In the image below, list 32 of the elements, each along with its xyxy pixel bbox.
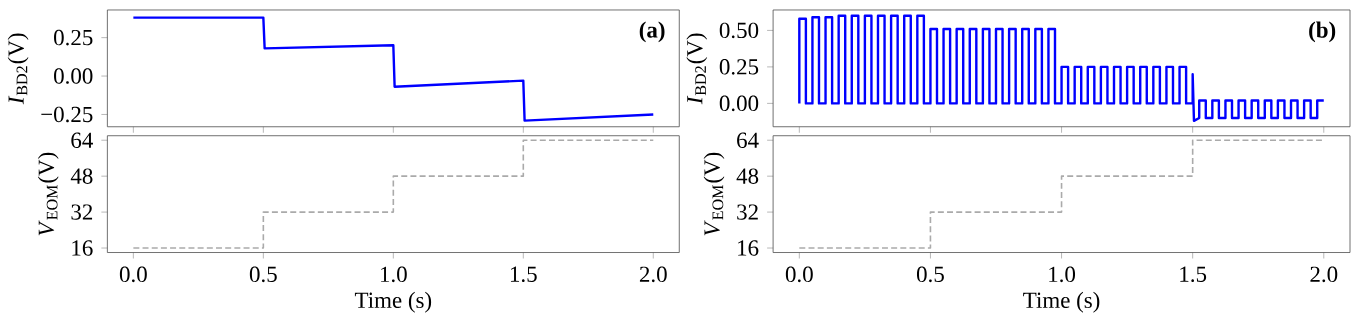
x-tick-label: 1.5 — [510, 266, 537, 282]
x-axis-title: Time (s) — [354, 291, 432, 313]
x-tick-label: 2.0 — [639, 266, 667, 282]
y-tick-label: 0.25 — [719, 58, 759, 75]
x-tick-label: 1.0 — [380, 266, 407, 282]
y-tick-label: 16 — [738, 240, 759, 256]
y-tick-label: 0.25 — [54, 29, 93, 46]
y-axis-title: V$_{EOM}$(V) — [703, 152, 725, 236]
x-tick-label: 0.0 — [785, 266, 813, 282]
x-axis-title: Time (s) — [1023, 291, 1100, 313]
y-tick-label: 0.00 — [54, 68, 93, 84]
y-tick-label: −0.25 — [41, 106, 93, 123]
y-tick-label: 0.00 — [719, 95, 759, 112]
y-axis-title: I$_{BD2}$(V) — [7, 33, 29, 105]
y-tick-label: 64 — [737, 132, 759, 148]
y-tick-label: 32 — [737, 204, 758, 220]
y-tick-label: 0.50 — [719, 22, 759, 39]
annotation: (a) — [639, 21, 665, 43]
y-tick-label: 48 — [736, 168, 759, 184]
y-tick-label: 48 — [70, 168, 93, 184]
y-tick-label: 32 — [71, 204, 93, 220]
y-axis-title: V$_{EOM}$(V) — [37, 152, 59, 236]
x-tick-label: 1.0 — [1049, 266, 1076, 282]
y-tick-label: 16 — [72, 240, 93, 256]
annotation: (b) — [1309, 21, 1336, 43]
x-tick-label: 1.5 — [1180, 266, 1207, 282]
x-tick-label: 0.5 — [249, 266, 277, 282]
y-axis-title: I$_{BD2}$(V) — [686, 33, 708, 105]
x-tick-label: 0.5 — [916, 266, 944, 282]
x-tick-label: 2.0 — [1310, 266, 1338, 282]
y-tick-label: 64 — [71, 132, 93, 148]
x-tick-label: 0.0 — [119, 266, 147, 282]
